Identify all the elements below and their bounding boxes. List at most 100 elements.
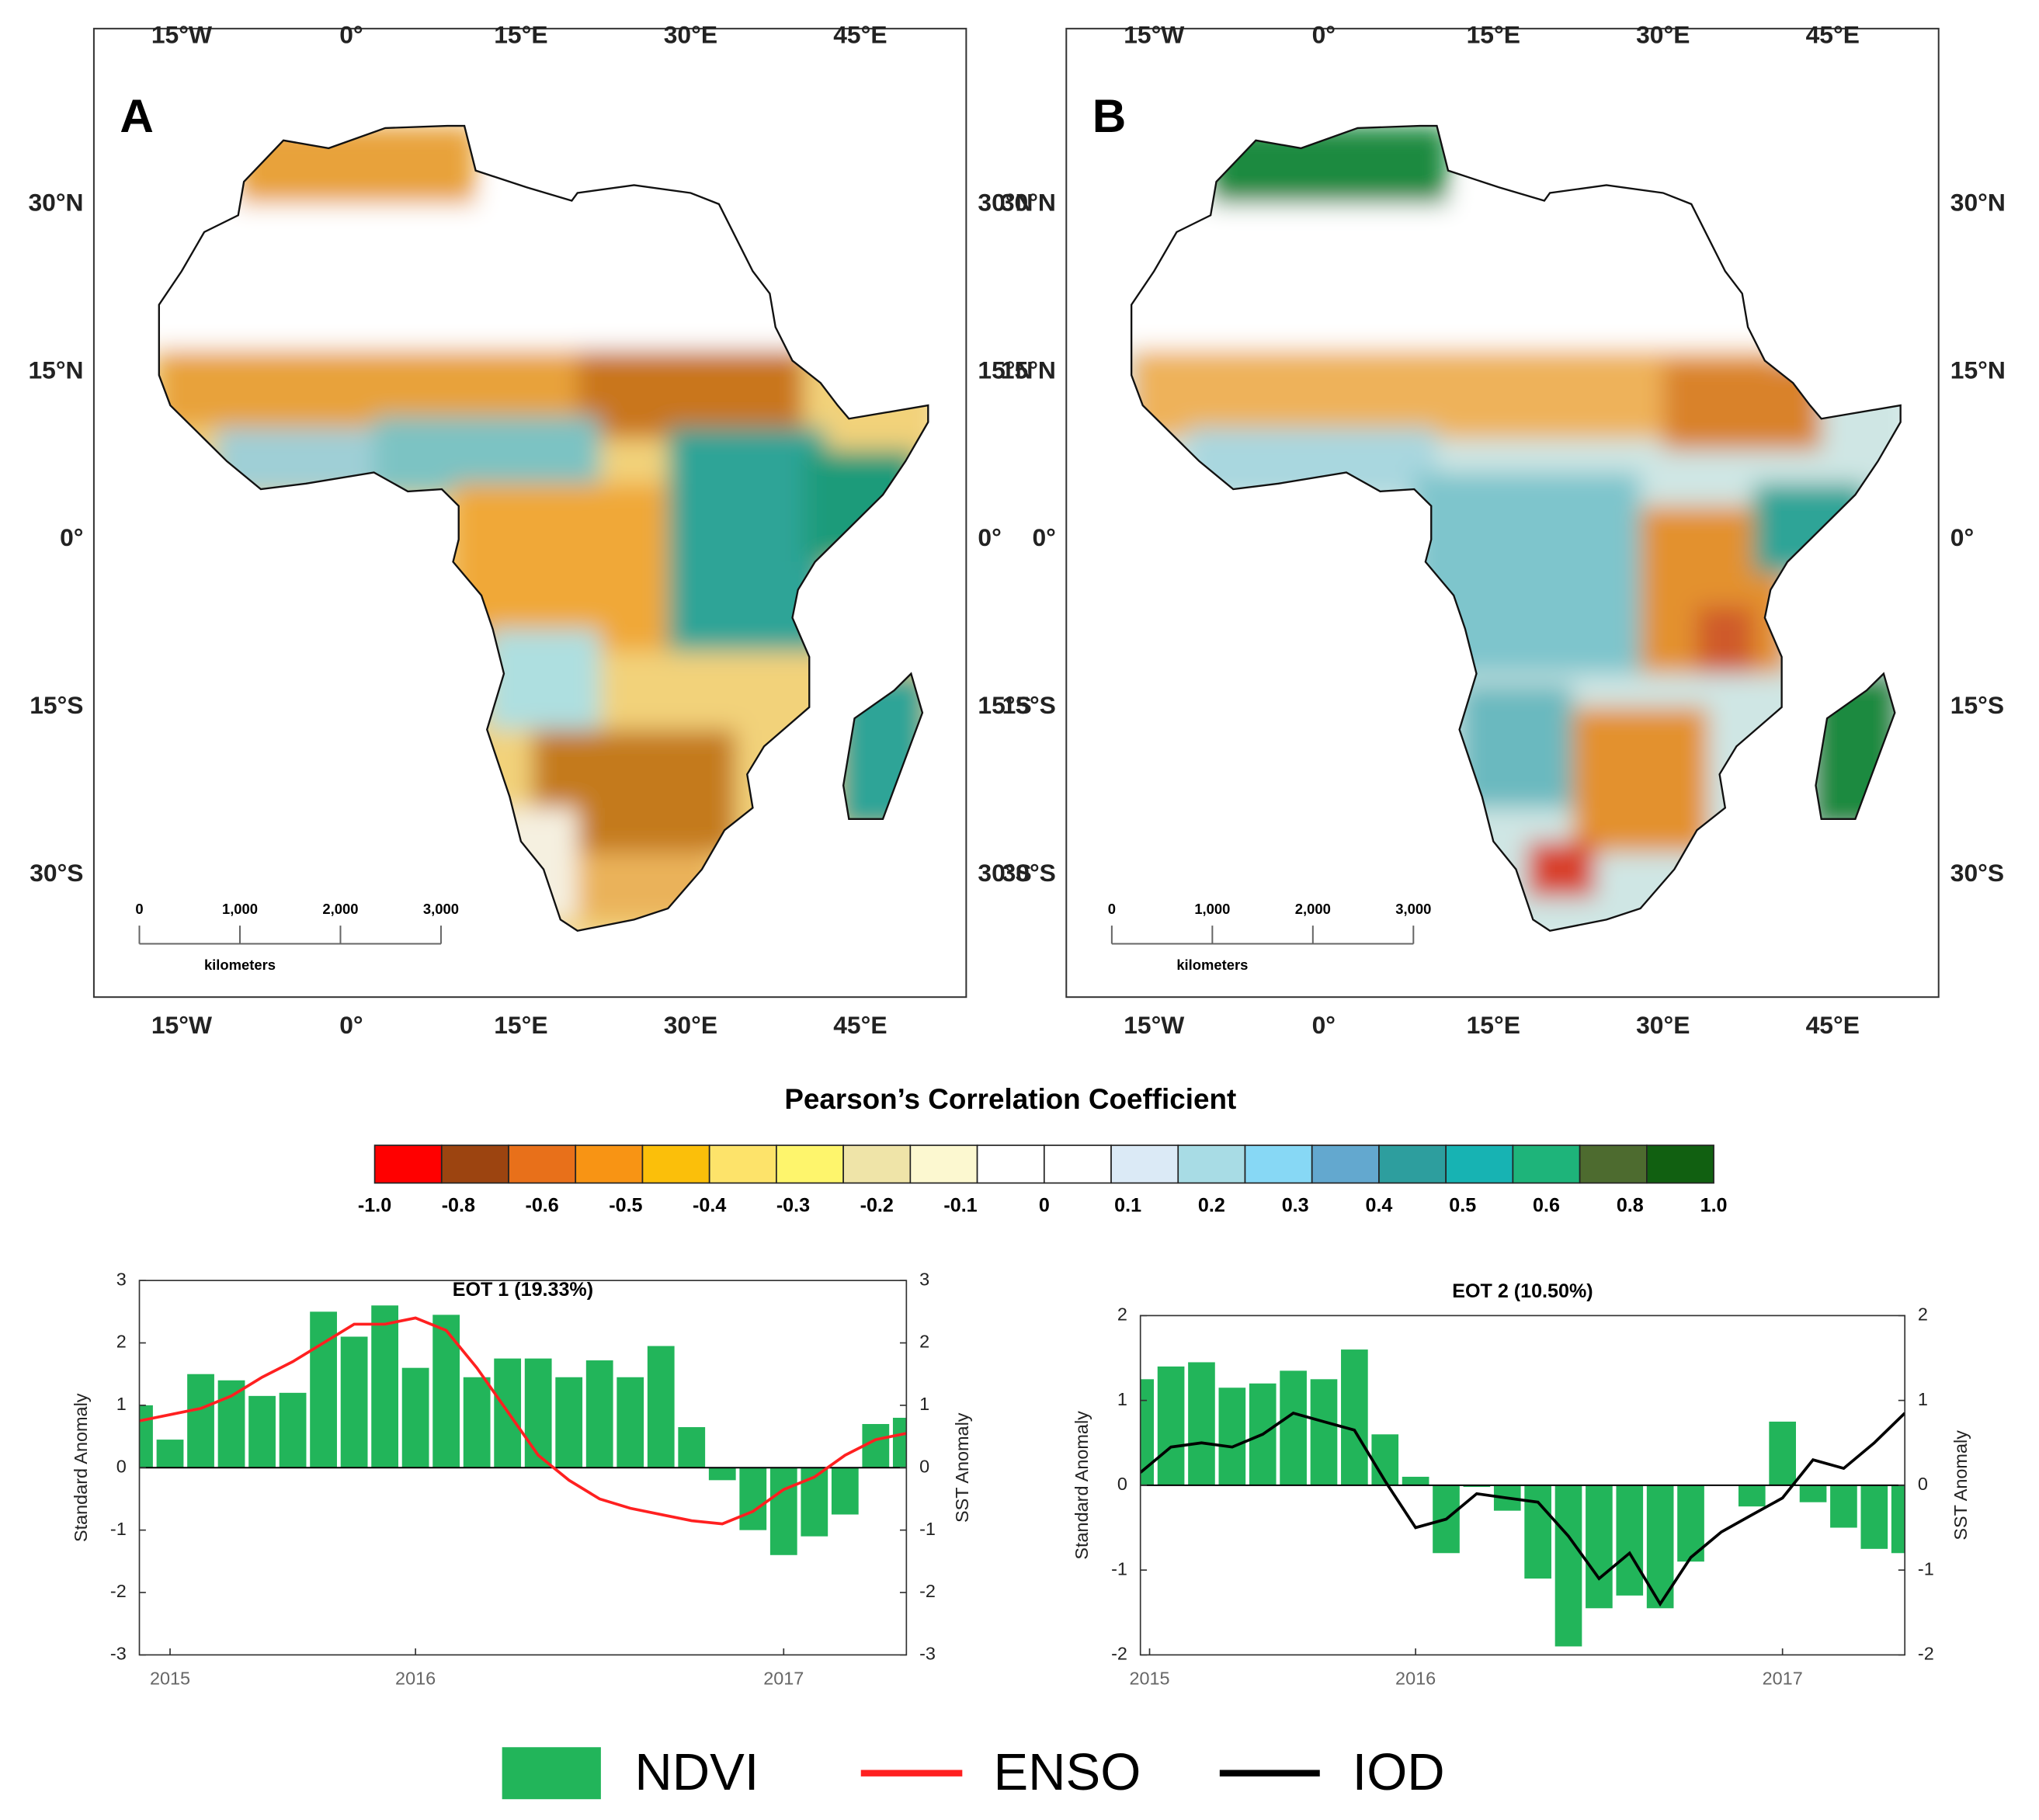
scale-unit: kilometers	[1176, 957, 1248, 973]
x-tick-label: 2017	[763, 1668, 804, 1688]
bar	[1586, 1485, 1613, 1609]
bar	[463, 1377, 491, 1468]
lat-tick-label: 30°N	[1001, 188, 1056, 216]
lon-tick-label: 30°E	[1636, 1011, 1690, 1039]
scale-label: 3,000	[423, 901, 459, 917]
chart-title: EOT 2 (10.50%)	[1452, 1280, 1593, 1302]
y2-tick-label: -3	[919, 1644, 936, 1664]
bar	[310, 1311, 337, 1468]
lat-tick-label: 30°S	[1950, 859, 2004, 887]
lon-tick-label: 45°E	[1806, 1011, 1860, 1039]
bar	[1524, 1485, 1551, 1579]
y2-tick-label: -1	[919, 1519, 936, 1539]
bar	[524, 1358, 552, 1468]
lon-tick-label: 15°W	[1124, 1011, 1184, 1039]
x-tick-label: 2015	[1129, 1668, 1169, 1688]
bar	[1371, 1434, 1399, 1485]
colorbar-box	[708, 1144, 777, 1184]
bar	[156, 1440, 184, 1468]
lon-tick-label: 15°W	[1124, 20, 1184, 48]
lat-tick-label: 30°N	[978, 188, 1033, 216]
bar	[1769, 1421, 1796, 1485]
bar	[1188, 1362, 1215, 1485]
scale-label: 1,000	[222, 901, 258, 917]
colorbar-box	[373, 1144, 443, 1184]
colorbar-box	[575, 1144, 644, 1184]
bar	[1554, 1485, 1582, 1647]
bar	[831, 1467, 859, 1515]
colorbar-box	[1646, 1144, 1714, 1184]
coastline	[842, 672, 924, 820]
lon-tick-label: 45°E	[1806, 20, 1860, 48]
colorbar-box	[1512, 1144, 1581, 1184]
y-tick-label: 1	[116, 1394, 127, 1414]
chart-title: EOT 1 (19.33%)	[453, 1279, 593, 1301]
y2-axis-label: SST Anomaly	[1950, 1430, 1971, 1540]
lon-tick-label: 15°E	[1467, 1011, 1520, 1039]
bar	[769, 1467, 797, 1555]
colorbar-box	[1579, 1144, 1648, 1184]
lon-tick-label: 15°E	[1467, 20, 1520, 48]
colorbar-label: 0	[1039, 1194, 1050, 1216]
bar	[617, 1377, 644, 1468]
y2-tick-label: 0	[919, 1456, 929, 1476]
colorbar-label: -1.0	[358, 1194, 391, 1216]
colorbar-box	[1110, 1144, 1179, 1184]
y2-tick-label: 2	[919, 1332, 929, 1352]
coastline	[1130, 124, 1902, 933]
colorbar-label: -0.1	[943, 1194, 977, 1216]
colorbar-box	[1043, 1144, 1112, 1184]
y-tick-label: 1	[1117, 1389, 1127, 1409]
lon-tick-label: 30°E	[1636, 20, 1690, 48]
map-region	[577, 349, 804, 439]
colorbar-label: 0.8	[1617, 1194, 1644, 1216]
y-axis-label: Standard Anomaly	[71, 1393, 91, 1542]
lon-tick-label: 45°E	[833, 20, 887, 48]
lon-tick-label: 0°	[339, 1011, 363, 1039]
x-tick-label: 2016	[1395, 1668, 1436, 1688]
bar	[1310, 1379, 1338, 1485]
lat-tick-label: 30°S	[978, 859, 1031, 887]
bar	[739, 1467, 767, 1530]
scale-label: 1,000	[1194, 901, 1230, 917]
bar	[801, 1467, 828, 1537]
bar	[401, 1367, 429, 1468]
panel-label: A	[120, 89, 154, 142]
colorbar-label: -0.4	[693, 1194, 726, 1216]
lon-tick-label: 0°	[339, 20, 363, 48]
bar	[585, 1360, 613, 1468]
bar	[1799, 1485, 1827, 1502]
colorbar-label: -0.6	[525, 1194, 558, 1216]
scale-label: 0	[135, 901, 143, 917]
lon-tick-label: 15°W	[151, 20, 212, 48]
colorbar-label: 1.0	[1700, 1194, 1728, 1216]
y2-tick-label: 1	[919, 1394, 929, 1414]
colorbar-box	[1244, 1144, 1313, 1184]
lat-tick-label: 30°S	[30, 859, 83, 887]
colorbar-label: 0.2	[1198, 1194, 1225, 1216]
plot-area	[1140, 1349, 1905, 1647]
line	[139, 1316, 907, 1526]
legend-label: IOD	[1353, 1743, 1445, 1801]
bar	[187, 1374, 214, 1468]
x-tick-label: 2017	[1763, 1668, 1803, 1688]
colorbar-title: Pearson’s Correlation Coefficient	[784, 1083, 1236, 1115]
bar	[1218, 1388, 1246, 1485]
panel-label: B	[1092, 89, 1127, 142]
colorbar-box	[1378, 1144, 1447, 1184]
map-fill	[158, 126, 929, 931]
colorbar-label: 0.4	[1365, 1194, 1392, 1216]
map-fill-blur	[1131, 126, 1901, 931]
y-tick-label: 2	[1117, 1304, 1127, 1325]
bar	[217, 1380, 245, 1468]
y2-tick-label: -2	[1918, 1644, 1934, 1664]
y-tick-label: -1	[110, 1519, 127, 1539]
bar	[1157, 1366, 1185, 1485]
y2-tick-label: 1	[1918, 1389, 1928, 1409]
colorbar-label: 0.5	[1449, 1194, 1476, 1216]
lat-tick-label: 30°S	[1002, 859, 1056, 887]
lat-tick-label: 30°N	[28, 188, 83, 216]
y2-tick-label: -2	[919, 1581, 936, 1601]
x-tick-label: 2015	[150, 1668, 190, 1688]
